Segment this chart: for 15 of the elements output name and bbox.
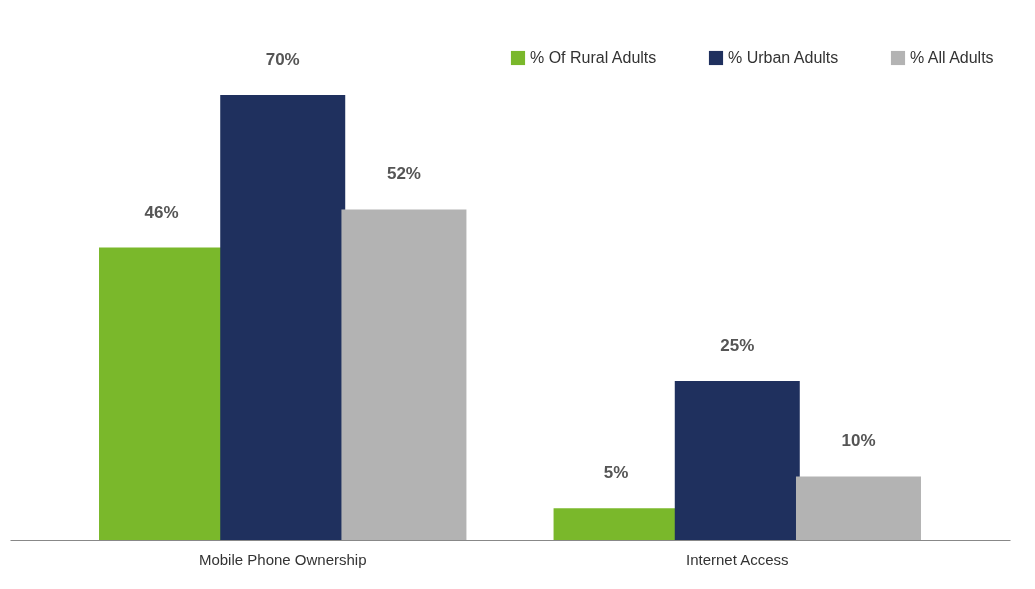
data-label: 46%: [144, 202, 179, 222]
data-label: 52%: [386, 164, 421, 184]
x-tick-label: Internet Access: [685, 550, 789, 568]
data-label: 25%: [720, 336, 755, 356]
x-tick-label: Mobile Phone Ownership: [198, 550, 367, 568]
legend-label: % Of Rural Adults: [530, 49, 657, 66]
legend-label: % Urban Adults: [728, 49, 839, 66]
data-label: 5%: [603, 463, 629, 483]
data-label: 10%: [841, 431, 876, 451]
data-label: 70%: [265, 50, 300, 69]
bar: [220, 95, 346, 540]
bar: [795, 476, 921, 540]
bar: [341, 209, 467, 540]
bar: [674, 381, 800, 540]
legend-label: % All Adults: [910, 49, 994, 66]
